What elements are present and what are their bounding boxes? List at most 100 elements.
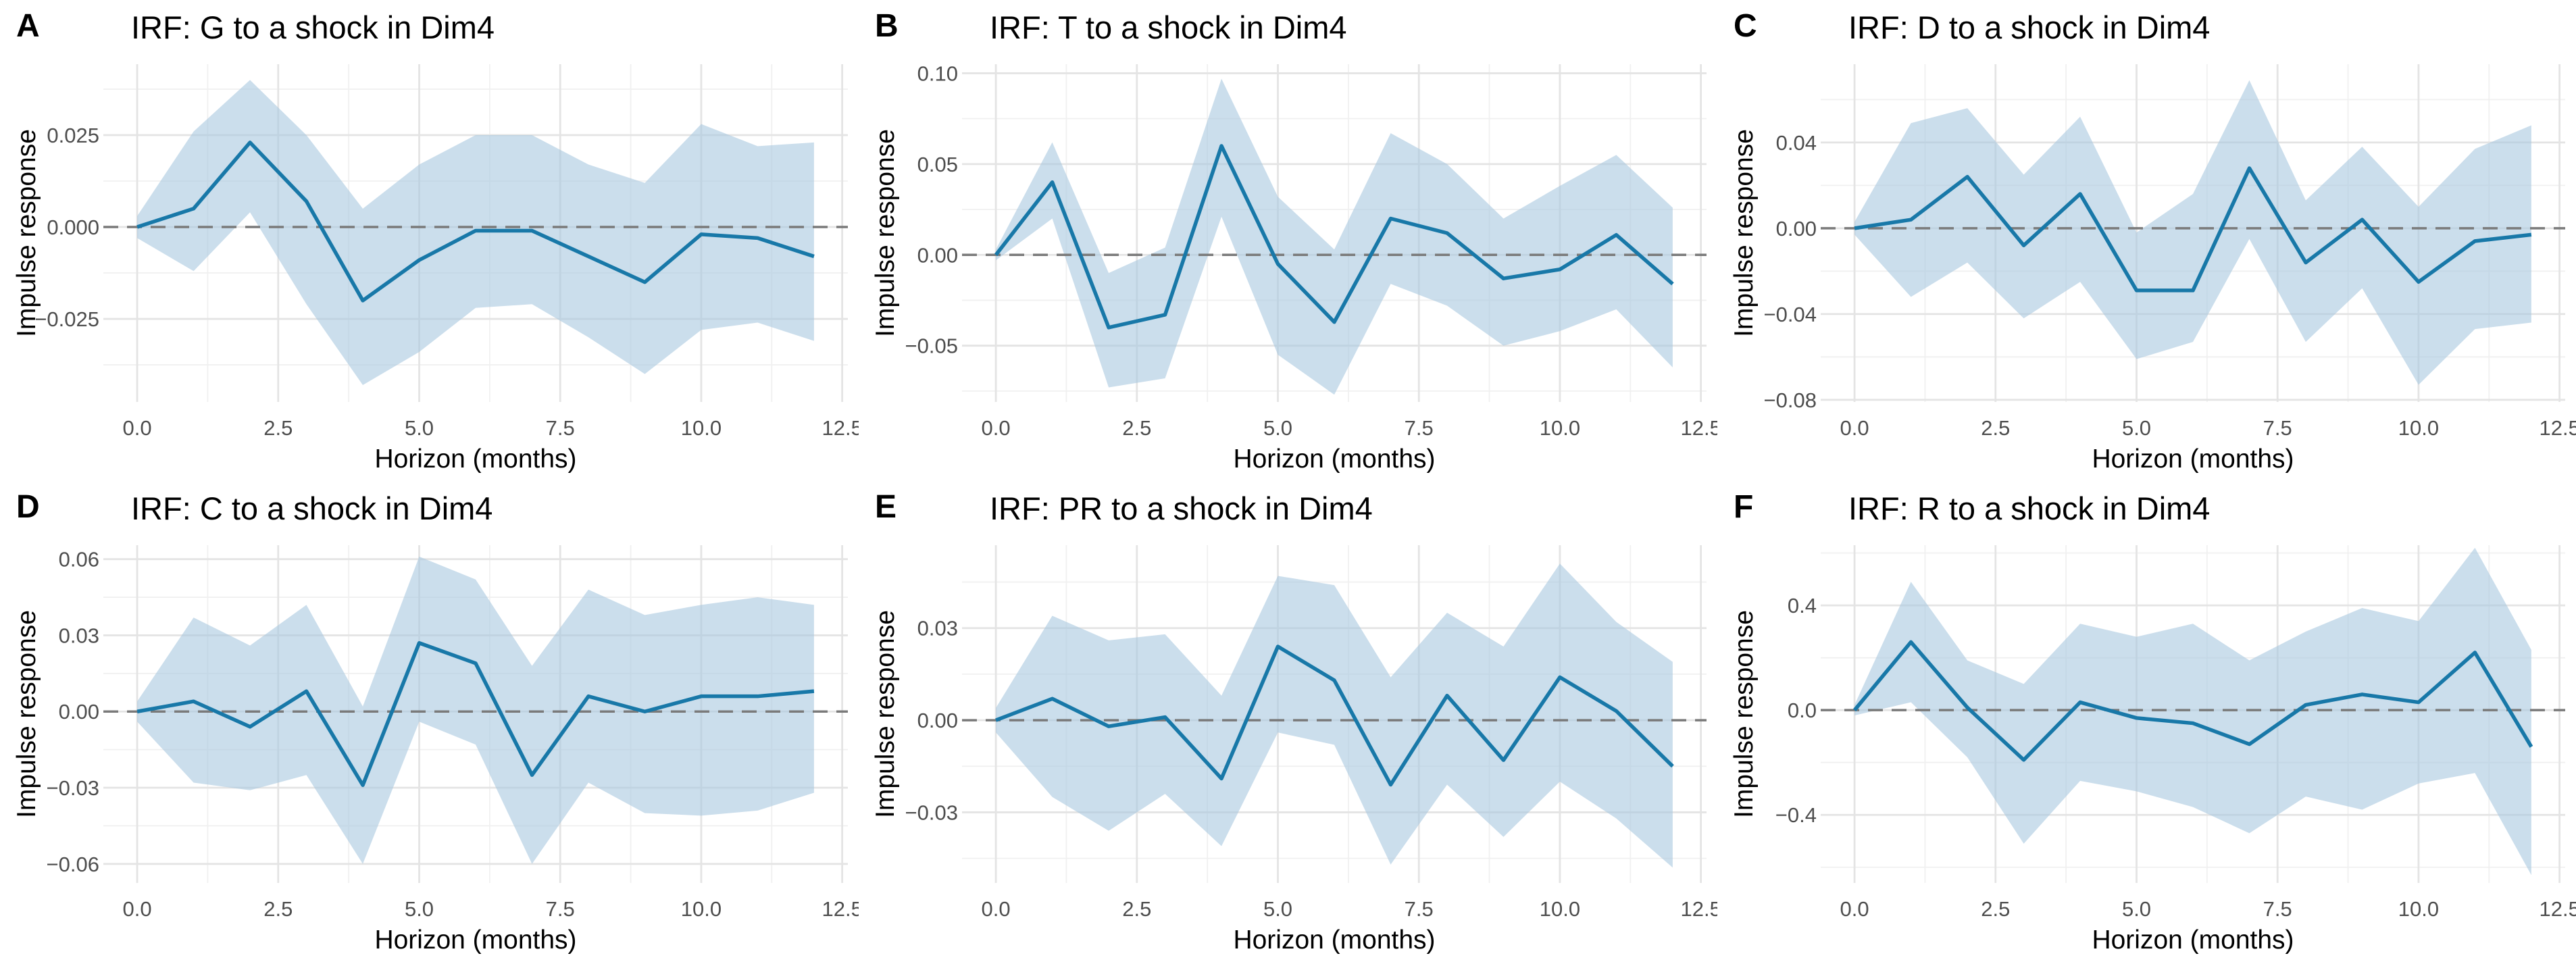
x-axis-label: Horizon (months) [374,445,576,474]
x-tick-label: 0.0 [123,416,152,440]
x-tick-label: 2.5 [1981,897,2010,921]
y-tick-label: 0.06 [59,548,99,572]
y-tick-label: −0.03 [47,776,99,800]
x-tick-label: 2.5 [1981,416,2010,440]
x-axis-label: Horizon (months) [2092,926,2294,955]
panel-label-f: F [1734,489,1754,525]
x-tick-label: 12.5 [1680,897,1717,921]
y-tick-label: 0.00 [917,709,958,732]
x-tick-label: 10.0 [2398,416,2439,440]
irf-panel-e: E IRF: PR to a shock in Dim4 0.0 2.5 5.0 7.… [859,481,1717,962]
x-tick-label: 10.0 [1540,416,1580,440]
x-tick-label: 7.5 [1405,416,1434,440]
x-tick-label: 5.0 [405,416,434,440]
x-tick-label: 2.5 [263,897,293,921]
x-tick-label: 7.5 [546,897,575,921]
y-tick-label: −0.06 [47,853,99,876]
y-axis-label: Impulse response [1729,129,1759,337]
y-tick-label: 0.03 [59,624,99,647]
x-tick-label: 5.0 [1263,897,1292,921]
confidence-ribbon [996,78,1673,395]
x-tick-label: 5.0 [2122,416,2151,440]
confidence-ribbon [1854,547,2531,876]
x-axis-label: Horizon (months) [1233,445,1435,474]
x-tick-label: 12.5 [822,416,859,440]
x-tick-label: 7.5 [2263,897,2292,921]
confidence-ribbon [996,563,1673,868]
x-tick-label: 2.5 [1122,416,1151,440]
y-tick-label: 0.0 [1788,699,1817,722]
x-tick-label: 7.5 [1405,897,1434,921]
panel-label-e: E [875,489,897,525]
irf-panel-d: D IRF: C to a shock in Dim4 0.0 2.5 5.0 7.5… [0,481,859,962]
y-tick-label: −0.04 [1764,303,1817,326]
y-tick-label: −0.08 [1764,388,1817,412]
y-axis-label: Impulse response [12,129,41,337]
x-tick-label: 10.0 [681,897,722,921]
x-tick-label: 12.5 [1680,416,1717,440]
irf-plot-a: 0.0 2.5 5.0 7.5 10.0 12.5 0.025 0.000 −0.025 Imp… [12,64,859,474]
y-tick-label: 0.4 [1788,594,1817,617]
x-tick-label: 10.0 [1540,897,1580,921]
panel-title-a: IRF: G to a shock in Dim4 [131,9,495,45]
y-tick-label: 0.00 [917,243,958,267]
x-tick-label: 7.5 [2263,416,2292,440]
confidence-ribbon [137,556,814,864]
irf-panel-b: B IRF: T to a shock in Dim4 0.0 2.5 5.0 7.5… [859,0,1717,481]
panel-label-a: A [16,8,40,44]
irf-plot-f: 0.0 2.5 5.0 7.5 10.0 12.5 0.4 0.0 −0.4 Impulse r… [1729,545,2576,955]
x-tick-label: 0.0 [982,897,1011,921]
irf-panel-a: A IRF: G to a shock in Dim4 0.0 2.5 5.0 7.5… [0,0,859,481]
y-tick-label: −0.03 [905,801,958,824]
x-tick-label: 5.0 [405,897,434,921]
irf-line [1854,166,2532,293]
y-tick-label: 0.00 [1776,217,1817,240]
confidence-ribbon [1854,80,2531,385]
irf-line [136,141,815,303]
panel-label-c: C [1734,8,1757,44]
x-axis-label: Horizon (months) [374,926,576,955]
panel-label-d: D [16,489,40,525]
x-tick-label: 2.5 [263,416,293,440]
x-axis-label: Horizon (months) [1233,926,1435,955]
y-axis-label: Impulse response [871,129,900,337]
x-tick-label: 5.0 [1263,416,1292,440]
y-tick-label: 0.000 [47,216,99,239]
x-tick-label: 7.5 [546,416,575,440]
y-tick-label: 0.00 [59,700,99,724]
irf-line [994,144,1674,330]
panel-title-c: IRF: D to a shock in Dim4 [1848,9,2211,45]
y-axis-label: Impulse response [1729,610,1759,818]
y-tick-label: 0.025 [47,124,99,147]
irf-line [1852,640,2533,762]
x-tick-label: 10.0 [2398,897,2439,921]
panel-title-f: IRF: R to a shock in Dim4 [1848,490,2211,526]
x-tick-label: 12.5 [822,897,859,921]
y-tick-label: −0.4 [1775,803,1817,827]
x-tick-label: 12.5 [2539,416,2576,440]
y-axis-label: Impulse response [871,610,900,818]
panel-title-d: IRF: C to a shock in Dim4 [131,490,493,526]
x-tick-label: 0.0 [1840,416,1869,440]
y-tick-label: 0.05 [917,153,958,176]
irf-plot-b: 0.0 2.5 5.0 7.5 10.0 12.5 0.10 0.05 0.00 −0.05 Im… [871,61,1717,474]
x-tick-label: 0.0 [1840,897,1869,921]
x-axis-label: Horizon (months) [2092,445,2294,474]
x-tick-label: 5.0 [2122,897,2151,921]
panel-label-b: B [875,8,899,44]
irf-line [995,644,1674,787]
x-tick-label: 0.0 [123,897,152,921]
irf-plot-d: 0.0 2.5 5.0 7.5 10.0 12.5 0.06 0.03 0.00 −0.03 −0.… [12,545,859,955]
irf-line [136,640,815,788]
x-tick-label: 2.5 [1122,897,1151,921]
y-tick-label: −0.05 [905,334,958,358]
y-axis-label: Impulse response [12,610,41,818]
panel-title-b: IRF: T to a shock in Dim4 [990,9,1347,45]
y-tick-label: −0.025 [34,307,99,331]
y-tick-label: 0.03 [917,617,958,640]
x-tick-label: 0.0 [982,416,1011,440]
irf-plot-e: 0.0 2.5 5.0 7.5 10.0 12.5 0.03 0.00 −0.03 Impuls… [871,545,1717,955]
irf-panel-f: F IRF: R to a shock in Dim4 0.0 2.5 5.0 7.5… [1717,481,2576,962]
x-tick-label: 10.0 [681,416,722,440]
